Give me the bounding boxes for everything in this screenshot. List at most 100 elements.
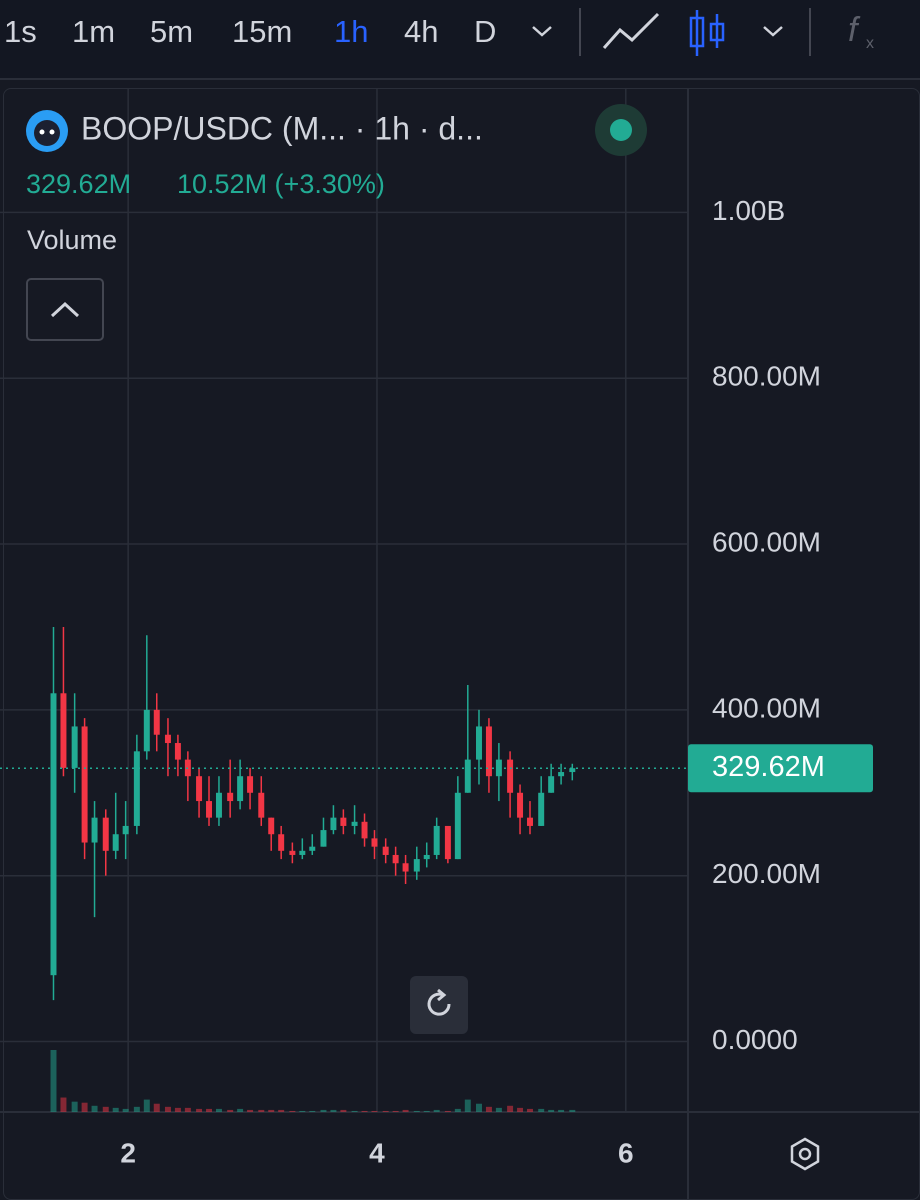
interval-button[interactable]: 1h: [334, 14, 369, 49]
toolbar: [0, 0, 920, 80]
candle-body: [507, 759, 514, 793]
candle-body: [402, 863, 409, 872]
line-chart-icon[interactable]: [602, 12, 660, 49]
y-tick-label: 0.0000: [712, 1024, 798, 1055]
volume-bar: [382, 1110, 389, 1112]
candle-body: [433, 825, 440, 855]
x-tick-label: 6: [618, 1137, 634, 1168]
candle-body: [247, 776, 254, 793]
reset-button[interactable]: [410, 976, 468, 1034]
candle-body: [569, 768, 576, 773]
candle-body: [527, 817, 533, 826]
toolbar-icons: f x: [532, 8, 874, 56]
legend-change: 10.52M (+3.30%): [177, 169, 385, 199]
legend-price: 329.62M: [26, 169, 131, 199]
volume-bar: [413, 1110, 420, 1112]
candle-body: [485, 726, 492, 777]
candle-body: [517, 792, 524, 818]
volume-bar: [485, 1106, 492, 1112]
volume-bar: [247, 1109, 254, 1112]
reset-icon: [437, 988, 447, 1002]
y-tick-label: 800.00M: [712, 361, 821, 392]
volume-bar: [558, 1109, 565, 1112]
candle-body: [133, 751, 140, 826]
candle-body: [444, 825, 451, 860]
candle-body: [206, 801, 212, 818]
volume-bar: [143, 1099, 150, 1112]
volume-bar: [91, 1105, 98, 1112]
candle-body: [454, 792, 461, 860]
interval-button[interactable]: 4h: [404, 14, 439, 49]
candle-body: [371, 838, 378, 847]
volume-bar: [50, 1050, 57, 1112]
x-tick-label: 4: [369, 1137, 385, 1168]
volume-bar: [340, 1109, 347, 1112]
indicator-icon[interactable]: x: [866, 35, 874, 52]
candle-body: [361, 821, 368, 839]
settings-icon: [798, 1147, 812, 1161]
settings-icon[interactable]: [790, 1137, 820, 1171]
volume-bar: [112, 1107, 119, 1112]
volume-bar: [164, 1106, 171, 1112]
collapse-icon: [50, 301, 80, 318]
candle-body: [153, 709, 160, 735]
volume-bar: [153, 1103, 160, 1112]
y-tick-label: 1.00B: [712, 195, 785, 226]
candle-body: [330, 817, 337, 831]
volume-bar: [402, 1109, 409, 1112]
volume-bar: [476, 1103, 482, 1112]
dropdown-icon[interactable]: [763, 26, 783, 37]
candle-body: [278, 834, 285, 851]
candle-body: [538, 792, 545, 826]
interval-button[interactable]: 15m: [232, 14, 293, 49]
candle-body: [351, 821, 358, 826]
volume-bar: [206, 1108, 212, 1112]
volume-bar: [258, 1109, 265, 1112]
candle-body: [309, 846, 316, 851]
symbol-title[interactable]: BOOP/USDC (M... · 1h · d...: [81, 110, 483, 146]
volume-bar: [464, 1099, 471, 1112]
volume-bar: [289, 1110, 296, 1112]
volume-bar: [361, 1110, 368, 1112]
candle-body: [476, 726, 482, 760]
volume-bar: [60, 1097, 67, 1112]
volume-bar: [184, 1107, 191, 1112]
candle-body: [258, 792, 265, 818]
candle-chart-icon[interactable]: [689, 10, 725, 56]
candle-body: [413, 859, 420, 872]
interval-button[interactable]: 5m: [150, 14, 194, 49]
volume-bar: [81, 1102, 88, 1112]
volume-bar: [227, 1109, 234, 1112]
volume-bar: [423, 1110, 430, 1112]
candle-body: [392, 854, 399, 864]
volume-bar: [122, 1108, 129, 1112]
volume-bar: [309, 1110, 316, 1112]
volume-bar: [569, 1109, 576, 1112]
candle-body: [215, 792, 222, 818]
volume-bar: [507, 1105, 514, 1112]
candle-body: [164, 734, 171, 744]
candle-body: [50, 693, 57, 976]
candle-body: [320, 830, 327, 847]
candle-body: [143, 709, 150, 752]
candle-body: [112, 834, 119, 851]
dropdown-icon[interactable]: [532, 26, 552, 37]
volume-bar: [454, 1108, 461, 1112]
y-tick-label: 200.00M: [712, 858, 821, 889]
interval-button[interactable]: 1s: [4, 14, 37, 49]
volume-bar: [538, 1108, 545, 1112]
candle-body: [299, 850, 306, 855]
candle-body: [268, 817, 275, 835]
volume-bar: [371, 1110, 378, 1112]
interval-button[interactable]: 1m: [72, 14, 116, 49]
volume-bar: [392, 1110, 399, 1112]
collapse-button[interactable]: [26, 278, 104, 341]
candle-body: [196, 776, 203, 802]
interval-button[interactable]: D: [474, 14, 497, 49]
candle-body: [60, 693, 67, 768]
candle-body: [81, 726, 88, 843]
status-dot: [610, 119, 632, 141]
symbol-icon: [26, 110, 68, 152]
